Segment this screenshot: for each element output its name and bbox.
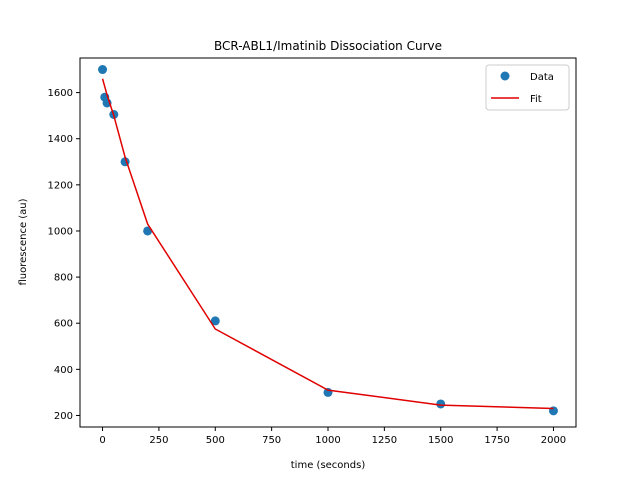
fit-line: [101, 78, 554, 410]
x-axis-ticks: 0 250 500 750 1000 1250 1500 1750 2000: [99, 427, 566, 446]
legend: Data Fit: [485, 64, 570, 111]
data-point: [98, 65, 108, 75]
y-tick-label: 200: [54, 411, 73, 422]
legend-label-fit: Fit: [530, 94, 542, 105]
x-axis-label: time (seconds): [291, 460, 366, 471]
y-tick-label: 1200: [48, 180, 73, 191]
legend-marker-data: [500, 71, 510, 81]
plot-content: [98, 65, 558, 416]
x-tick-label: 1000: [315, 435, 340, 446]
legend-label-data: Data: [530, 72, 554, 83]
x-tick-label: 1500: [428, 435, 453, 446]
y-tick-label: 1600: [48, 88, 73, 99]
x-tick-label: 0: [99, 435, 105, 446]
data-point: [436, 399, 446, 409]
x-tick-label: 250: [149, 435, 168, 446]
x-tick-label: 1750: [484, 435, 509, 446]
y-tick-label: 1400: [48, 134, 73, 145]
x-tick-label: 1250: [372, 435, 397, 446]
y-tick-label: 400: [54, 365, 73, 376]
x-tick-label: 2000: [541, 435, 566, 446]
y-axis-ticks: 200 400 600 800 1000 1200 1400 1600: [48, 88, 80, 422]
data-point: [210, 316, 220, 326]
y-tick-label: 600: [54, 319, 73, 330]
y-axis-label: fluorescence (au): [18, 198, 29, 285]
chart-title: BCR-ABL1/Imatinib Dissociation Curve: [214, 39, 442, 53]
x-tick-label: 750: [262, 435, 281, 446]
y-tick-label: 800: [54, 273, 73, 284]
legend-box: [485, 64, 570, 111]
y-tick-label: 1000: [48, 226, 73, 237]
x-tick-label: 500: [206, 435, 225, 446]
